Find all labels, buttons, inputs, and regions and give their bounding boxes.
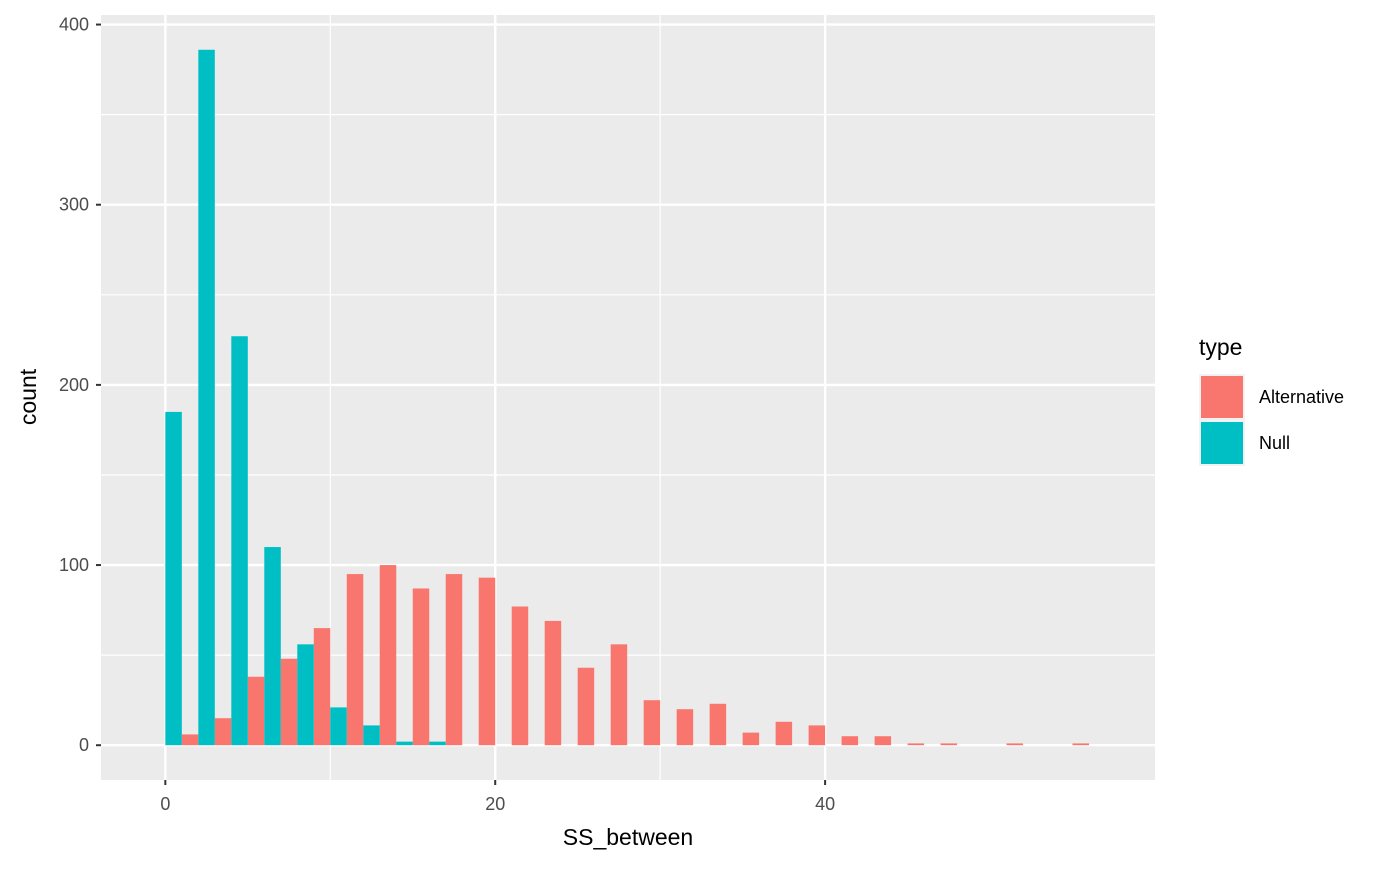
bar-alternative [940,743,958,746]
y-tick-label: 200 [59,375,89,395]
x-axis-title: SS_between [563,824,693,850]
bar-null [429,741,446,746]
bar-alternative [214,718,232,746]
x-tick-label: 20 [485,794,505,814]
bar-alternative [280,658,298,746]
y-axis-title: count [15,368,41,425]
bar-alternative [346,574,364,746]
bar-alternative [742,732,760,746]
bar-alternative [445,574,463,746]
bar-alternative [544,620,562,746]
y-tick-label: 0 [79,735,89,755]
bar-null [330,707,347,746]
bar-alternative [379,565,397,746]
bar-null [363,725,380,746]
bar-alternative [511,606,529,746]
legend-label-null: Null [1259,433,1290,453]
bar-alternative [676,709,694,746]
bar-alternative [907,743,925,746]
bar-alternative [808,725,826,746]
bar-alternative [709,703,727,746]
bar-null [231,336,248,746]
bar-null [297,644,314,746]
legend-title: type [1199,334,1242,360]
bar-alternative [313,628,331,746]
legend-swatch-alternative [1201,376,1243,418]
bar-alternative [874,736,892,746]
bar-alternative [181,734,199,746]
bar-alternative [775,721,793,746]
legend: type Alternative Null [1199,334,1344,466]
y-tick-label: 300 [59,195,89,215]
bar-alternative [577,667,595,746]
legend-swatch-null [1201,422,1243,464]
y-tick-label: 400 [59,15,89,35]
bar-alternative [643,700,661,746]
bar-null [198,49,215,746]
bar-alternative [1072,743,1090,746]
bar-null [264,547,281,746]
bar-null [165,411,182,746]
legend-label-alternative: Alternative [1259,387,1344,407]
x-tick-label: 40 [815,794,835,814]
x-tick-label: 0 [160,794,170,814]
bar-alternative [841,736,859,746]
bar-alternative [247,676,265,746]
bar-alternative [1006,743,1024,746]
bar-alternative [478,577,496,746]
bars [165,49,1090,746]
bar-alternative [412,588,430,746]
bar-null [396,741,413,746]
plot-panel [101,15,1155,780]
bar-alternative [610,644,628,746]
y-tick-label: 100 [59,555,89,575]
